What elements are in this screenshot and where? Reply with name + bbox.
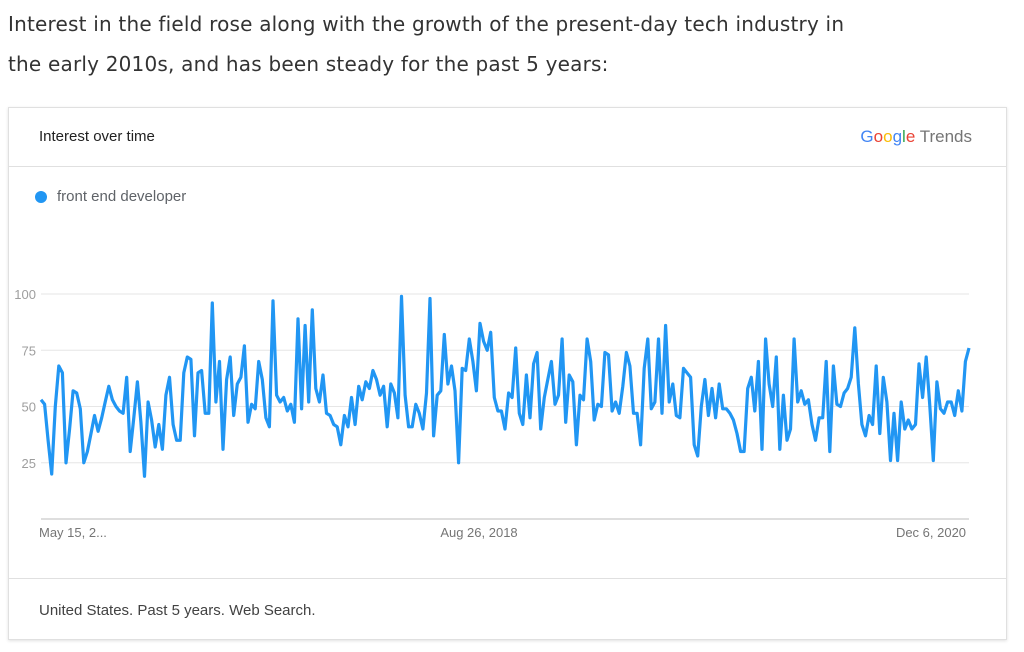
y-tick-label: 50 <box>22 400 36 415</box>
line-chart[interactable]: 25 50 75 100 May 15, 2... Aug 26, 2018 Dec 6, … <box>9 268 1006 548</box>
legend: front end developer <box>35 188 186 205</box>
series-line-front-end-developer <box>39 294 971 478</box>
x-tick-label: Aug 26, 2018 <box>440 525 517 540</box>
card-header: Interest over time Google Trends <box>9 108 1006 167</box>
google-wordmark: Google <box>860 127 915 146</box>
logo-letter: g <box>892 127 903 146</box>
trends-card: Interest over time Google Trends front e… <box>8 107 1007 640</box>
card-footer: United States. Past 5 years. Web Search. <box>9 578 1006 639</box>
y-tick-label: 100 <box>14 287 36 302</box>
chart-title: Interest over time <box>39 128 155 145</box>
legend-marker-icon <box>35 190 47 203</box>
y-tick-label: 75 <box>22 343 36 358</box>
google-trends-logo[interactable]: Google Trends <box>860 127 972 147</box>
y-tick-label: 25 <box>22 456 36 471</box>
footer-text: United States. Past 5 years. Web Search. <box>39 602 316 619</box>
intro-line-1: Interest in the field rose along with th… <box>8 12 845 36</box>
x-tick-label: Dec 6, 2020 <box>896 525 966 540</box>
logo-letter: l <box>902 127 906 146</box>
legend-label: front end developer <box>57 188 187 205</box>
intro-paragraph: Interest in the field rose along with th… <box>8 4 1008 84</box>
logo-letter: G <box>860 127 874 146</box>
logo-letter: e <box>905 127 916 146</box>
logo-letter: o <box>883 127 893 146</box>
intro-line-2: the early 2010s, and has been steady for… <box>8 52 609 76</box>
logo-letter: o <box>873 127 884 146</box>
trends-wordmark: Trends <box>919 127 972 146</box>
x-tick-label: May 15, 2... <box>39 525 107 540</box>
